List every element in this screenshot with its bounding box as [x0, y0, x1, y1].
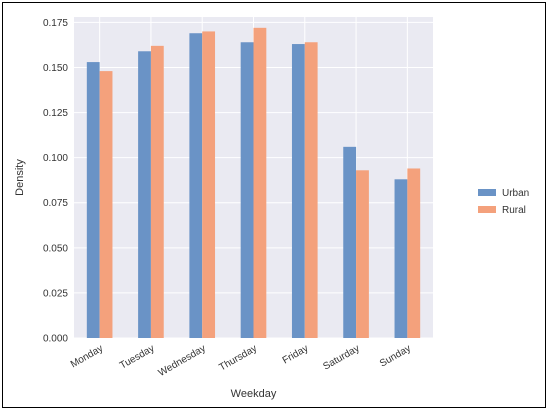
y-tick-label: 0.000 [43, 334, 68, 345]
bar-rural-sunday [407, 168, 421, 338]
bar-rural-thursday [253, 27, 267, 339]
bar-urban-tuesday [138, 51, 151, 339]
legend-swatch-urban [478, 189, 496, 196]
x-axis-label: Weekday [231, 388, 277, 400]
x-tick-label: Friday [281, 343, 311, 366]
bar-rural-wednesday [202, 31, 216, 338]
y-tick-label: 0.050 [43, 243, 68, 254]
bar-rural-friday [304, 42, 318, 338]
bar-rural-monday [99, 71, 113, 338]
x-tick-label: Saturday [321, 343, 361, 373]
bar-rural-tuesday [150, 45, 164, 338]
figure-frame: 0.000 0.025 0.050 0.075 0.100 0.125 0.150 0.175… [2, 2, 546, 408]
bar-urban-sunday [394, 179, 408, 338]
x-tick-labels: Monday Tuesday Wednesday Thursday Friday Satu… [69, 343, 413, 379]
y-tick-label: 0.100 [43, 153, 68, 164]
y-tick-label: 0.150 [43, 63, 68, 74]
bar-chart: 0.000 0.025 0.050 0.075 0.100 0.125 0.150 0.175… [14, 17, 529, 400]
x-tick-label: Wednesday [157, 343, 208, 379]
y-axis-label: Density [14, 159, 26, 196]
bar-rural-saturday [356, 170, 369, 338]
legend: Urban Rural [478, 188, 529, 216]
y-tick-label: 0.175 [43, 18, 68, 29]
x-tick-label: Sunday [378, 343, 413, 369]
bars-layer [86, 27, 421, 339]
y-tick-label: 0.125 [43, 108, 68, 119]
x-tick-label: Thursday [217, 343, 259, 373]
x-tick-label: Tuesday [118, 343, 156, 372]
bar-urban-wednesday [189, 33, 203, 338]
legend-label-urban: Urban [502, 188, 529, 199]
legend-swatch-rural [478, 206, 496, 213]
bar-urban-monday [86, 62, 100, 339]
bar-urban-thursday [240, 42, 254, 338]
y-tick-label: 0.025 [43, 288, 68, 299]
bar-urban-saturday [343, 146, 357, 338]
x-tick-label: Monday [69, 343, 105, 370]
y-tick-label: 0.075 [43, 198, 68, 209]
legend-label-rural: Rural [502, 205, 526, 216]
bar-urban-friday [291, 44, 305, 338]
y-tick-labels: 0.000 0.025 0.050 0.075 0.100 0.125 0.150 0.175 [43, 18, 68, 345]
